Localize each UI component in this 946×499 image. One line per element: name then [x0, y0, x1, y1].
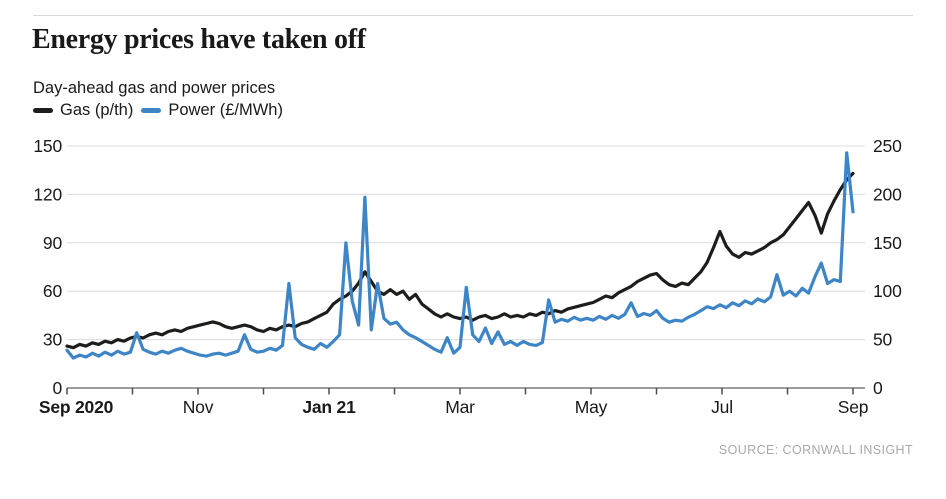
x-tick-label: Mar [445, 397, 475, 417]
y-left-tick-label: 60 [43, 281, 63, 301]
y-left-tick-label: 30 [43, 330, 63, 350]
legend-item-gas: Gas (p/th) [33, 101, 133, 120]
power-swatch-icon [141, 108, 162, 113]
legend-label-power: Power (£/MWh) [168, 101, 283, 119]
x-tick-label: May [575, 397, 608, 417]
x-tick-label: Jan 21 [302, 397, 356, 417]
y-right-tick-label: 50 [873, 330, 893, 350]
legend-item-power: Power (£/MWh) [141, 101, 283, 120]
y-right-tick-label: 0 [873, 378, 883, 398]
y-left-tick-label: 0 [52, 378, 62, 398]
y-left-tick-label: 90 [43, 233, 63, 253]
y-left-tick-label: 150 [33, 136, 62, 156]
top-rule [33, 15, 913, 16]
x-tick-label: Nov [183, 397, 214, 417]
y-right-tick-label: 200 [873, 184, 902, 204]
y-right-tick-label: 250 [873, 136, 902, 156]
y-right-tick-label: 100 [873, 281, 902, 301]
gas-swatch-icon [33, 108, 53, 113]
y-right-tick-label: 150 [873, 233, 902, 253]
y-left-tick-label: 120 [33, 184, 62, 204]
power-line [65, 151, 855, 360]
source-credit: SOURCE: CORNWALL INSIGHT [718, 443, 913, 457]
page-title: Energy prices have taken off [32, 24, 366, 55]
x-tick-label: Sep [838, 397, 869, 417]
chart-legend: Gas (p/th) Power (£/MWh) [33, 101, 291, 120]
gas-line [65, 171, 855, 350]
x-tick-label: Sep 2020 [39, 397, 114, 417]
chart-subtitle: Day-ahead gas and power prices [33, 79, 276, 97]
legend-label-gas: Gas (p/th) [60, 101, 134, 119]
x-tick-label: Jul [711, 397, 733, 417]
